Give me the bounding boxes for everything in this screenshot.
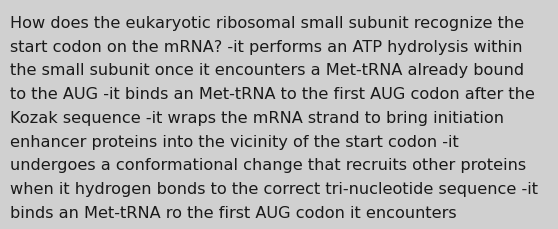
Text: start codon on the mRNA? -it performs an ATP hydrolysis within: start codon on the mRNA? -it performs an…	[10, 40, 522, 55]
Text: undergoes a conformational change that recruits other proteins: undergoes a conformational change that r…	[10, 158, 526, 172]
Text: binds an Met-tRNA ro the first AUG codon it encounters: binds an Met-tRNA ro the first AUG codon…	[10, 205, 456, 220]
Text: enhancer proteins into the vicinity of the start codon -it: enhancer proteins into the vicinity of t…	[10, 134, 459, 149]
Text: How does the eukaryotic ribosomal small subunit recognize the: How does the eukaryotic ribosomal small …	[10, 16, 524, 31]
Text: the small subunit once it encounters a Met-tRNA already bound: the small subunit once it encounters a M…	[10, 63, 524, 78]
Text: Kozak sequence -it wraps the mRNA strand to bring initiation: Kozak sequence -it wraps the mRNA strand…	[10, 110, 504, 125]
Text: when it hydrogen bonds to the correct tri-nucleotide sequence -it: when it hydrogen bonds to the correct tr…	[10, 181, 538, 196]
Text: to the AUG -it binds an Met-tRNA to the first AUG codon after the: to the AUG -it binds an Met-tRNA to the …	[10, 87, 535, 102]
